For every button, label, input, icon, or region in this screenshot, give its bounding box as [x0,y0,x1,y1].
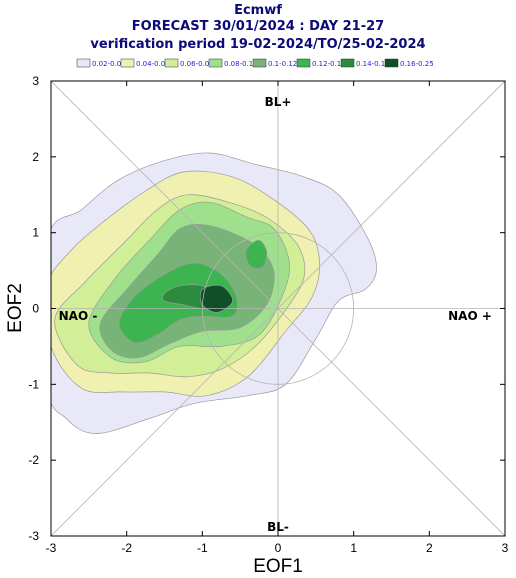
y-tick-label: 1 [32,226,39,240]
legend-label: 0.14-0.16 [356,60,390,68]
x-tick-label: 2 [426,541,433,555]
x-tick-label: 3 [502,541,509,555]
y-tick-label: -1 [28,377,39,391]
chart-title-forecast: FORECAST 30/01/2024 : DAY 21-27 [131,19,385,34]
legend-label: 0.04-0.06 [136,60,170,68]
chart-title-verification: verification period 19-02-2024/TO/25-02-… [90,37,426,52]
region-label-nao-plus: NAO + [448,309,492,323]
x-tick-label: -2 [121,541,132,555]
y-axis-title: EOF2 [5,283,26,333]
region-label-nao-minus: NAO - [59,309,98,323]
contour-level-0_16-0_25-8 [199,284,233,313]
axis-ticks: -3 -2 -1 0 1 2 3 -3 -2 -1 0 1 2 3 [28,74,508,555]
unit-circle [201,232,355,385]
legend-swatch [164,58,179,68]
legend: 0.02-0.04 0.04-0.06 0.06-0.08 0.08-0.1 0.1-0… [76,58,434,68]
legend-label: 0.12-0.14 [312,60,346,68]
y-tick-label: -3 [28,529,39,543]
chart-title-model: Ecmwf [234,3,282,18]
x-axis-title: EOF1 [253,556,303,577]
legend-swatch [208,58,223,68]
region-label-bl-minus: BL- [267,520,289,534]
legend-label: 0.02-0.04 [92,60,126,68]
y-tick-label: 0 [32,302,39,316]
legend-label: 0.1-0.12 [268,60,297,68]
contour-layer [51,152,377,434]
contour-level-0_12-0_14-6 [245,239,268,269]
y-tick-label: 3 [32,74,39,88]
x-tick-label: -3 [46,541,57,555]
y-tick-label: 2 [32,150,39,164]
legend-swatch [340,58,355,68]
legend-swatch [120,58,135,68]
legend-label: 0.08-0.1 [224,60,253,68]
legend-swatch [384,58,399,68]
legend-label: 0.06-0.08 [180,60,214,68]
x-tick-label: 1 [350,541,357,555]
x-tick-label: -1 [197,541,208,555]
y-tick-label: -2 [28,453,39,467]
legend-swatch [252,58,267,68]
legend-swatch [296,58,311,68]
x-tick-label: 0 [275,541,282,555]
legend-label: 0.16-0.25 [400,60,434,68]
reference-lines [51,81,505,536]
legend-swatch [76,58,91,68]
region-label-bl-plus: BL+ [265,95,292,109]
